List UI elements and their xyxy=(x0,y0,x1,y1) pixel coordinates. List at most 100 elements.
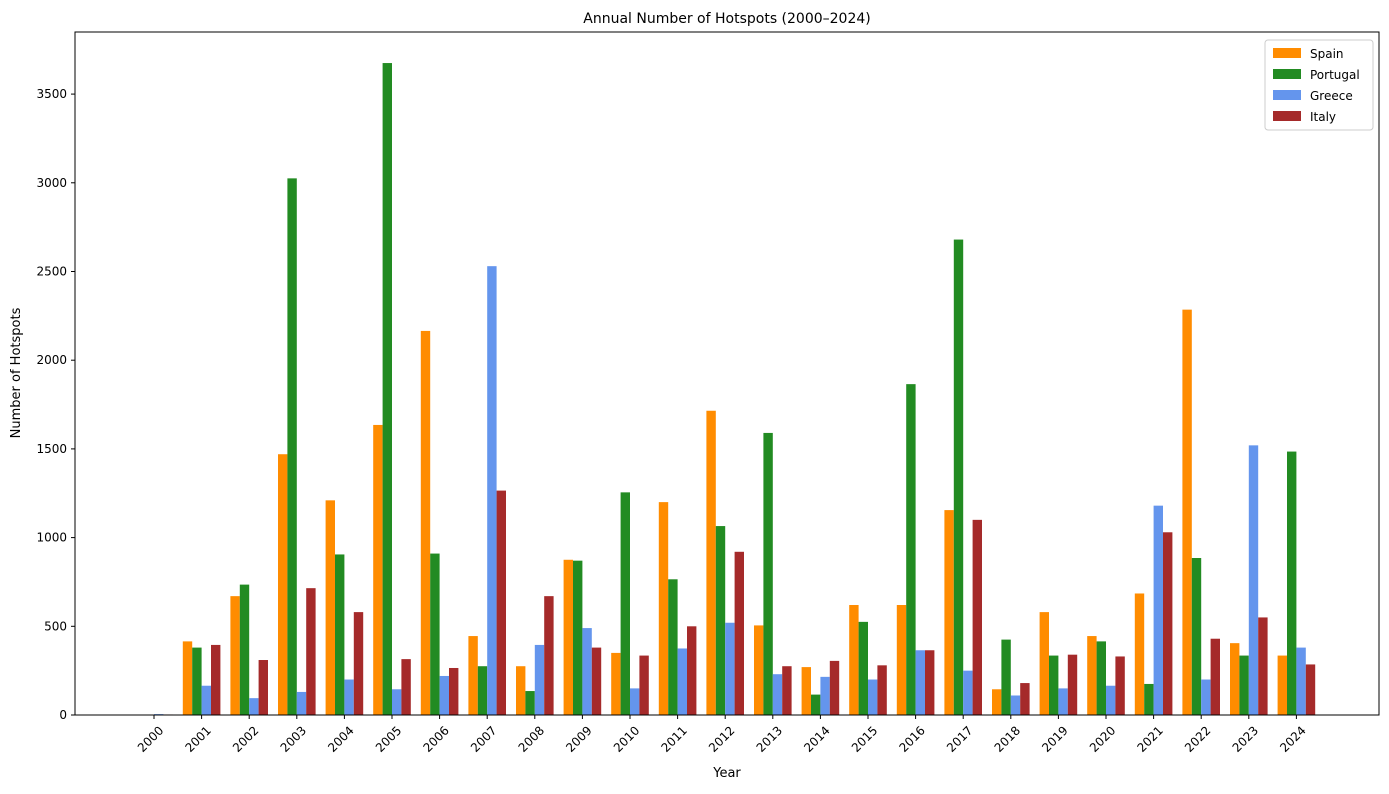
bar-portugal-2021 xyxy=(1144,684,1153,715)
bar-portugal-2011 xyxy=(668,579,677,715)
bar-spain-2013 xyxy=(754,625,763,715)
bar-spain-2020 xyxy=(1087,636,1096,715)
bar-portugal-2007 xyxy=(478,666,487,715)
bar-italy-2001 xyxy=(211,645,220,715)
bar-spain-2024 xyxy=(1278,656,1287,715)
bar-italy-2016 xyxy=(925,650,934,715)
bar-italy-2005 xyxy=(401,659,410,715)
bar-greece-2006 xyxy=(440,676,449,715)
bar-spain-2009 xyxy=(564,560,573,715)
bar-italy-2004 xyxy=(354,612,363,715)
legend-label-greece: Greece xyxy=(1310,89,1353,103)
bar-greece-2017 xyxy=(963,671,972,715)
bar-greece-2010 xyxy=(630,688,639,715)
bar-spain-2002 xyxy=(230,596,239,715)
bar-portugal-2013 xyxy=(763,433,772,715)
legend-swatch-spain xyxy=(1273,48,1301,58)
y-tick-label: 1500 xyxy=(36,442,67,456)
legend-swatch-portugal xyxy=(1273,69,1301,79)
legend-label-portugal: Portugal xyxy=(1310,68,1360,82)
y-axis-label: Number of Hotspots xyxy=(9,307,24,438)
y-tick-label: 2000 xyxy=(36,353,67,367)
bar-spain-2006 xyxy=(421,331,430,715)
bar-greece-2023 xyxy=(1249,445,1258,715)
bar-greece-2013 xyxy=(773,674,782,715)
bar-portugal-2009 xyxy=(573,561,582,715)
bar-italy-2010 xyxy=(639,656,648,715)
bar-portugal-2008 xyxy=(525,691,534,715)
bar-portugal-2002 xyxy=(240,585,249,715)
bar-greece-2020 xyxy=(1106,686,1115,715)
bar-portugal-2012 xyxy=(716,526,725,715)
bar-greece-2003 xyxy=(297,692,306,715)
y-tick-label: 3000 xyxy=(36,176,67,190)
bar-spain-2011 xyxy=(659,502,668,715)
bar-portugal-2018 xyxy=(1001,640,1010,715)
bar-spain-2010 xyxy=(611,653,620,715)
bar-spain-2015 xyxy=(849,605,858,715)
bar-greece-2011 xyxy=(678,648,687,715)
bar-portugal-2005 xyxy=(383,63,392,715)
bar-greece-2012 xyxy=(725,623,734,715)
bar-italy-2002 xyxy=(259,660,268,715)
bar-greece-2024 xyxy=(1296,648,1305,715)
bar-greece-2022 xyxy=(1201,680,1210,715)
bar-portugal-2014 xyxy=(811,695,820,715)
bar-spain-2012 xyxy=(706,411,715,715)
bar-spain-2014 xyxy=(802,667,811,715)
bar-portugal-2006 xyxy=(430,554,439,715)
bar-spain-2021 xyxy=(1135,593,1144,715)
bar-spain-2019 xyxy=(1040,612,1049,715)
bar-spain-2018 xyxy=(992,689,1001,715)
bar-italy-2019 xyxy=(1068,655,1077,715)
bar-italy-2013 xyxy=(782,666,791,715)
bar-greece-2018 xyxy=(1011,695,1020,715)
y-tick-label: 0 xyxy=(59,708,67,722)
bar-greece-2002 xyxy=(249,698,258,715)
bar-portugal-2017 xyxy=(954,240,963,715)
bar-portugal-2001 xyxy=(192,648,201,715)
bar-greece-2001 xyxy=(202,686,211,715)
x-axis-label: Year xyxy=(712,766,741,781)
y-tick-label: 1000 xyxy=(36,531,67,545)
bar-spain-2016 xyxy=(897,605,906,715)
bar-portugal-2004 xyxy=(335,554,344,715)
bar-greece-2005 xyxy=(392,689,401,715)
bar-portugal-2016 xyxy=(906,384,915,715)
y-tick-label: 2500 xyxy=(36,264,67,278)
legend-label-spain: Spain xyxy=(1310,47,1344,61)
bar-portugal-2020 xyxy=(1097,641,1106,715)
bar-greece-2008 xyxy=(535,645,544,715)
legend-swatch-italy xyxy=(1273,111,1301,121)
bar-italy-2022 xyxy=(1211,639,1220,715)
bar-spain-2023 xyxy=(1230,643,1239,715)
bar-portugal-2024 xyxy=(1287,452,1296,715)
bar-portugal-2019 xyxy=(1049,656,1058,715)
bar-italy-2024 xyxy=(1306,664,1315,715)
bar-italy-2008 xyxy=(544,596,553,715)
bar-greece-2019 xyxy=(1058,688,1067,715)
y-tick-label: 500 xyxy=(44,619,67,633)
bar-italy-2018 xyxy=(1020,683,1029,715)
y-tick-label: 3500 xyxy=(36,87,67,101)
bar-greece-2016 xyxy=(916,650,925,715)
bar-spain-2007 xyxy=(468,636,477,715)
bar-spain-2001 xyxy=(183,641,192,715)
bar-greece-2009 xyxy=(582,628,591,715)
bar-italy-2011 xyxy=(687,626,696,715)
bar-greece-2021 xyxy=(1154,506,1163,715)
bar-italy-2009 xyxy=(592,648,601,715)
bar-italy-2015 xyxy=(877,665,886,715)
bar-italy-2014 xyxy=(830,661,839,715)
bar-greece-2014 xyxy=(820,677,829,715)
bar-spain-2008 xyxy=(516,666,525,715)
bar-italy-2006 xyxy=(449,668,458,715)
bar-portugal-2022 xyxy=(1192,558,1201,715)
bar-spain-2017 xyxy=(944,510,953,715)
chart-title: Annual Number of Hotspots (2000–2024) xyxy=(583,11,871,27)
bar-greece-2007 xyxy=(487,266,496,715)
bar-italy-2007 xyxy=(497,491,506,715)
bar-italy-2017 xyxy=(973,520,982,715)
